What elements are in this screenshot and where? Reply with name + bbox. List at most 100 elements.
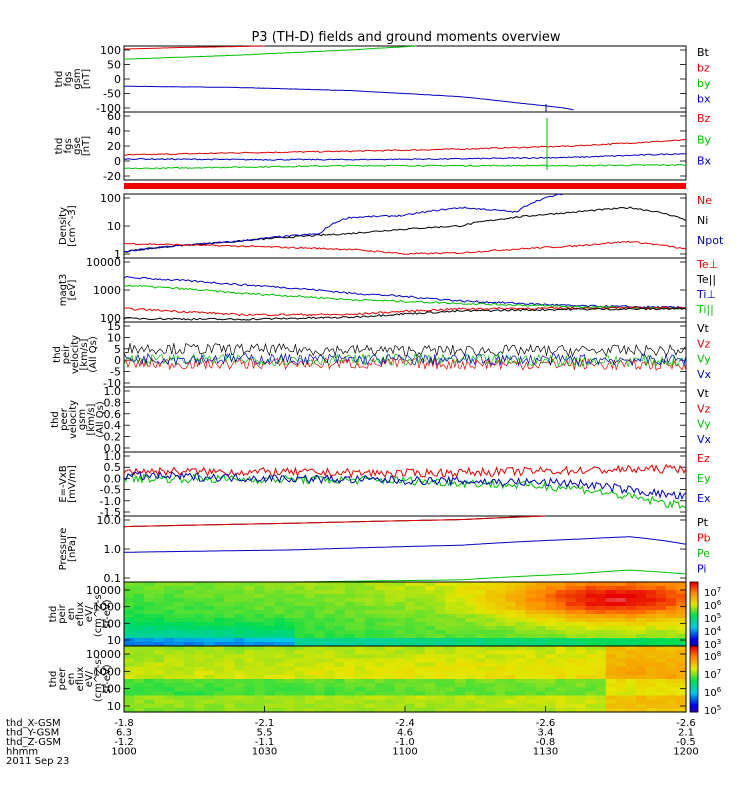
spectrogram-cell: [605, 630, 617, 635]
spectrogram-cell: [405, 679, 416, 684]
spectrogram-cell: [204, 610, 215, 615]
spectrogram-cell: [244, 683, 256, 688]
spectrogram-cell: [645, 703, 657, 709]
spectrogram-cell: [655, 586, 667, 591]
spectrogram-cell: [184, 598, 195, 603]
spectrogram-cell: [555, 658, 567, 664]
spectrogram-cell: [475, 630, 486, 635]
spectrogram-cell: [364, 638, 376, 643]
spectrogram-cell: [535, 662, 547, 668]
spectrogram-cell: [455, 695, 466, 701]
spectrogram-cell: [635, 707, 647, 713]
spectrogram-cell: [354, 618, 366, 623]
spectrogram-cell: [555, 602, 567, 607]
spectrogram-cell: [184, 666, 195, 672]
spectrogram-cell: [154, 658, 165, 664]
spectrogram-cell: [515, 638, 527, 643]
spectrogram-cell: [214, 691, 225, 697]
spectrogram-cell: [204, 598, 215, 603]
spectrogram-cell: [234, 703, 246, 709]
spectrogram-cell: [164, 674, 175, 680]
spectrogram-cell: [304, 662, 316, 668]
spectrogram-cell: [585, 598, 597, 603]
spectrogram-cell: [405, 582, 416, 587]
spectrogram-cell: [264, 670, 276, 676]
spectrogram-cell: [445, 626, 456, 631]
y-tick-label: -0.5: [100, 484, 121, 497]
spectrogram-cell: [154, 687, 165, 692]
spectrogram-cell: [405, 590, 416, 595]
spectrogram-cell: [204, 646, 215, 651]
spectrogram-cell: [234, 622, 246, 627]
spectrogram-cell: [254, 683, 266, 688]
spectrogram-cell: [334, 618, 346, 623]
colorbar-label: 107: [704, 586, 721, 599]
spectrogram-cell: [645, 590, 657, 595]
spectrogram-cell: [334, 687, 346, 692]
spectrogram-cell: [274, 687, 286, 692]
spectrogram-cell: [244, 598, 256, 603]
spectrogram-cell: [354, 662, 366, 668]
spectrogram-cell: [154, 642, 165, 647]
spectrogram-cell: [234, 683, 246, 688]
spectrogram-cell: [304, 590, 316, 595]
spectrogram-cell: [455, 687, 466, 692]
spectrogram-cell: [374, 658, 386, 664]
spectrogram-cell: [284, 590, 296, 595]
spectrogram-cell: [124, 610, 135, 615]
colorbar-cell: [690, 706, 698, 709]
x-tick-label: -1.1: [255, 737, 275, 748]
y-tick-label: 0.0: [104, 472, 122, 485]
spectrogram-cell: [134, 606, 145, 611]
spectrogram-cell: [354, 582, 366, 587]
spectrogram-cell: [374, 703, 386, 709]
spectrogram-cell: [625, 582, 637, 587]
spectrogram-cell: [204, 638, 215, 643]
spectrogram-cell: [234, 650, 246, 655]
spectrogram-cell: [234, 582, 246, 587]
spectrogram-cell: [304, 602, 316, 607]
spectrogram-cell: [425, 654, 436, 659]
spectrogram-cell: [194, 634, 205, 639]
spectrogram-cell: [535, 642, 547, 647]
spectrogram-cell: [354, 626, 366, 631]
spectrogram-cell: [274, 614, 286, 619]
spectrogram-cell: [214, 650, 225, 655]
spectrogram-cell: [164, 650, 175, 655]
spectrogram-cell: [204, 703, 215, 709]
spectrogram-cell: [254, 602, 266, 607]
spectrogram-cell: [465, 606, 476, 611]
spectrogram-cell: [575, 646, 587, 651]
spectrogram-cell: [384, 634, 396, 639]
spectrogram-cell: [384, 622, 396, 627]
spectrogram-cell: [495, 691, 506, 697]
spectrogram-cell: [595, 590, 607, 595]
spectrogram-cell: [455, 674, 466, 680]
spectrogram-cell: [575, 586, 587, 591]
spectrogram-cell: [184, 703, 195, 709]
spectrogram-cell: [324, 630, 336, 635]
spectrogram-cell: [224, 687, 235, 692]
colorbar-cell: [690, 600, 698, 603]
spectrogram-cell: [304, 618, 316, 623]
spectrogram-cell: [605, 666, 617, 672]
spectrogram-cell: [455, 707, 466, 713]
spectrogram-cell: [485, 674, 496, 680]
spectrogram-cell: [144, 630, 155, 635]
spectrogram-cell: [555, 662, 567, 668]
spectrogram-cell: [254, 654, 266, 659]
spectrogram-cell: [475, 674, 486, 680]
spectrogram-cell: [134, 666, 145, 672]
spectrogram-cell: [124, 650, 135, 655]
spectrogram-cell: [645, 691, 657, 697]
spectrogram-cell: [334, 658, 346, 664]
spectrogram-cell: [645, 634, 657, 639]
spectrogram-cell: [194, 687, 205, 692]
spectrogram-cell: [645, 622, 657, 627]
spectrogram-cell: [495, 687, 506, 692]
spectrogram-cell: [244, 594, 256, 599]
spectrogram-cell: [184, 691, 195, 697]
spectrogram-cell: [294, 590, 306, 595]
spectrogram-cell: [415, 614, 426, 619]
spectrogram-cell: [274, 642, 286, 647]
